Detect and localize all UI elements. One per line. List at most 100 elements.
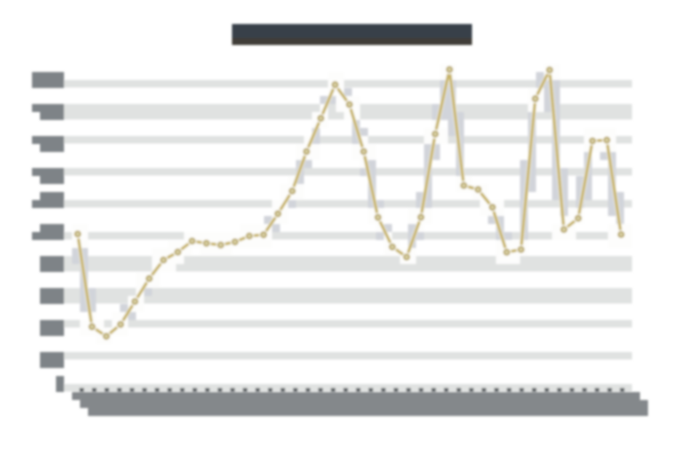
aura-cell <box>424 144 432 152</box>
marker-halo-cell <box>152 256 160 264</box>
gridline-band <box>64 80 632 88</box>
aura-cell <box>456 168 464 176</box>
marker-halo-cell <box>112 312 120 320</box>
data-point-marker <box>74 230 82 238</box>
y-tick-redaction-bar <box>32 136 64 144</box>
y-tick-redaction-bar <box>40 192 64 200</box>
marker-halo-cell <box>224 232 232 240</box>
data-point-marker <box>302 147 311 156</box>
gridline-band <box>64 320 632 328</box>
aura-cell <box>528 160 536 168</box>
data-point-marker <box>546 66 554 74</box>
marker-halo-cell <box>160 248 168 256</box>
data-point-marker <box>317 114 325 122</box>
aura-cell <box>584 176 592 184</box>
x-tick-dash <box>406 388 411 392</box>
marker-halo-cell <box>480 208 488 216</box>
aura-cell <box>552 96 560 104</box>
marker-halo-cell <box>88 328 96 336</box>
marker-halo-cell <box>424 208 432 216</box>
y-tick-redaction-bar <box>40 320 64 336</box>
y-tick-redaction-bar <box>40 224 64 232</box>
x-tick-dash <box>519 388 524 392</box>
y-tick-redaction-bar <box>40 144 64 152</box>
aura-cell <box>376 200 384 208</box>
data-point-marker <box>560 225 568 234</box>
marker-halo-cell <box>280 192 288 200</box>
aura-cell <box>352 136 360 144</box>
y-tick-redaction-bar <box>40 288 64 304</box>
data-point-marker <box>231 238 239 246</box>
x-tick-dash <box>544 388 550 392</box>
x-tick-dash <box>531 388 537 392</box>
marker-halo-cell <box>336 80 344 88</box>
marker-halo-cell <box>408 256 416 264</box>
marker-halo-cell <box>536 104 544 112</box>
marker-halo-cell <box>624 224 632 232</box>
x-tick-dash <box>506 388 512 392</box>
marker-halo-cell <box>136 304 144 312</box>
marker-halo-cell <box>352 152 360 160</box>
marker-halo-cell <box>608 136 616 144</box>
aura-cell <box>424 192 432 200</box>
marker-halo-cell <box>520 240 528 248</box>
aura-cell <box>416 200 424 208</box>
marker-halo-cell <box>80 320 88 328</box>
marker-halo-cell <box>608 144 616 152</box>
title-redaction <box>232 24 472 45</box>
marker-halo-cell <box>440 128 448 136</box>
aura-cell <box>528 184 536 192</box>
gridline-bands <box>64 80 632 392</box>
x-tick-dash <box>79 388 84 392</box>
marker-halo-cell <box>616 240 624 248</box>
aura-cell <box>448 120 456 128</box>
x-labels-redaction-row <box>72 392 640 400</box>
aura-cell <box>496 216 504 224</box>
marker-halo-cell <box>584 144 592 152</box>
marker-halo-cell <box>408 248 416 256</box>
aura-cell <box>576 192 584 200</box>
data-point-marker <box>260 231 268 239</box>
marker-halo-cell <box>440 64 448 72</box>
marker-halo-cell <box>96 320 104 328</box>
x-tick-dash <box>192 388 198 392</box>
marker-halo-cell <box>240 224 248 232</box>
data-point-marker <box>431 130 439 138</box>
marker-halo-cell <box>480 200 488 208</box>
marker-halo-cell <box>376 208 384 216</box>
marker-halo-cell <box>560 232 568 240</box>
marker-halo-cell <box>152 280 160 288</box>
marker-halo-cell <box>136 296 144 304</box>
marker-halo-cell <box>440 72 448 80</box>
aura-cell <box>312 136 320 144</box>
x-tick-dash <box>117 388 122 392</box>
marker-halo-cell <box>400 248 408 256</box>
x-tick-dash <box>381 388 386 392</box>
aura-cell <box>608 152 616 160</box>
marker-halo-cell <box>552 72 560 80</box>
marker-halo-cell <box>80 232 88 240</box>
y-tick-redaction-bar <box>32 72 64 88</box>
aura-cell <box>504 232 512 240</box>
gridline-band <box>64 232 632 240</box>
marker-halo-cell <box>368 144 376 152</box>
marker-halo-cell <box>312 120 320 128</box>
marker-halo-cell <box>384 240 392 248</box>
x-tick-dash <box>355 388 361 392</box>
aura-cell <box>328 96 336 104</box>
aura-cell <box>552 112 560 120</box>
title-redaction-bar-lower <box>232 38 472 45</box>
aura-cell <box>552 88 560 96</box>
x-tick-dash <box>619 388 625 392</box>
marker-halo-cell <box>320 120 328 128</box>
marker-halo-cell <box>568 216 576 224</box>
x-tick-dash <box>431 388 436 392</box>
marker-halo-cell <box>280 184 288 192</box>
marker-halo-cell <box>480 184 488 192</box>
data-point-marker <box>603 136 611 144</box>
data-point-marker <box>531 95 539 103</box>
aura-cell <box>552 80 560 88</box>
aura-cell <box>80 304 88 312</box>
data-point-marker <box>460 181 468 190</box>
data-point-marker <box>245 232 253 240</box>
